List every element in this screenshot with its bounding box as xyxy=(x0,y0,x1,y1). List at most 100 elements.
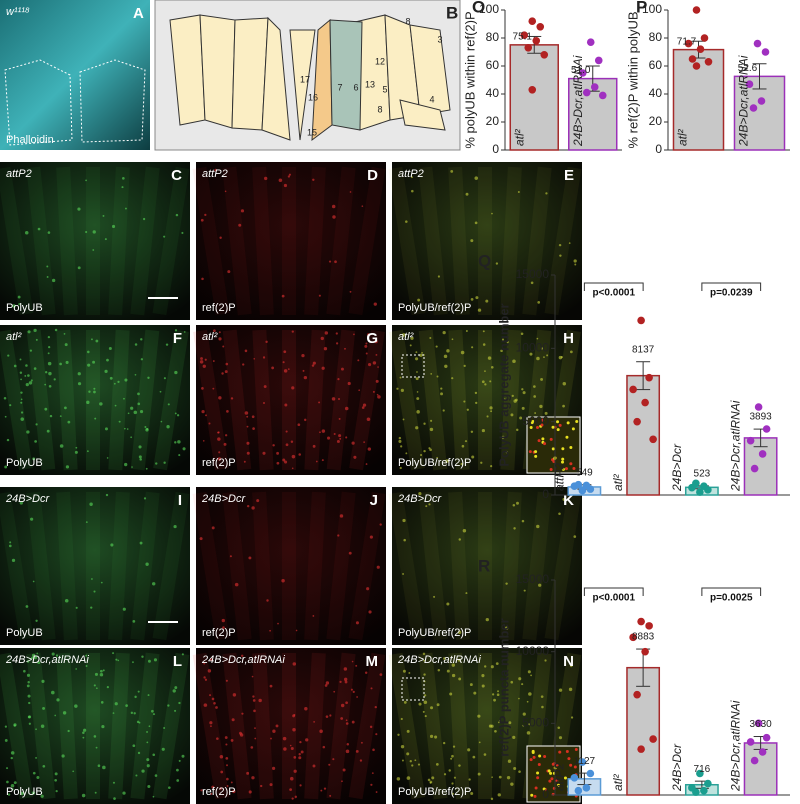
puncta xyxy=(546,354,549,357)
puncta xyxy=(54,714,57,717)
fiber xyxy=(304,166,326,316)
puncta xyxy=(10,756,13,760)
puncta xyxy=(299,784,302,787)
fiber xyxy=(522,166,552,316)
puncta xyxy=(562,382,567,386)
puncta xyxy=(181,231,184,234)
puncta xyxy=(490,665,494,669)
puncta xyxy=(437,669,441,672)
inset-puncta xyxy=(533,794,537,798)
puncta xyxy=(204,358,207,361)
puncta xyxy=(518,770,521,773)
puncta xyxy=(223,442,227,446)
puncta xyxy=(48,345,51,349)
puncta xyxy=(510,680,514,684)
puncta xyxy=(465,192,469,196)
puncta xyxy=(376,565,380,569)
puncta xyxy=(290,440,294,443)
fiber xyxy=(348,166,386,316)
puncta xyxy=(490,410,493,413)
puncta xyxy=(91,578,93,580)
puncta xyxy=(501,436,504,440)
puncta xyxy=(443,657,446,660)
puncta xyxy=(140,338,143,341)
puncta xyxy=(499,719,501,722)
fiber xyxy=(304,652,326,800)
puncta xyxy=(241,712,244,715)
puncta xyxy=(396,777,401,781)
puncta xyxy=(122,607,126,611)
puncta xyxy=(154,774,158,777)
puncta xyxy=(199,537,203,541)
inset-puncta xyxy=(528,450,532,454)
puncta xyxy=(95,687,98,690)
panel-genotype: atl² xyxy=(202,331,218,343)
puncta xyxy=(427,778,431,782)
panel-genotype: 24B>Dcr,atlRNAi xyxy=(5,654,89,666)
data-point xyxy=(692,479,700,488)
puncta xyxy=(345,436,348,439)
puncta xyxy=(526,700,529,703)
micrograph-panel: attP2 PolyUB C xyxy=(0,162,190,320)
y-tick-label: 80 xyxy=(486,30,500,44)
data-point xyxy=(684,39,693,48)
puncta xyxy=(304,418,307,422)
diagram-b: B 8 3 12 5 13 7 6 8 4 17 16 15 xyxy=(154,0,461,151)
data-point xyxy=(762,733,771,742)
puncta xyxy=(402,573,404,575)
inset-puncta xyxy=(529,426,533,430)
data-point xyxy=(758,450,767,458)
puncta xyxy=(533,385,536,388)
puncta xyxy=(332,215,336,219)
puncta xyxy=(397,733,400,736)
puncta xyxy=(329,794,332,797)
puncta xyxy=(232,789,236,794)
puncta xyxy=(518,697,520,700)
puncta xyxy=(290,746,294,750)
inset-box xyxy=(401,354,425,378)
data-point xyxy=(704,779,712,788)
puncta xyxy=(75,606,78,609)
panel-letter: C xyxy=(171,167,182,184)
puncta xyxy=(375,379,379,383)
data-point xyxy=(536,23,545,31)
puncta xyxy=(436,456,438,459)
puncta xyxy=(20,411,24,414)
puncta xyxy=(508,721,512,725)
fiber xyxy=(130,491,160,641)
puncta xyxy=(365,352,368,355)
puncta xyxy=(402,518,406,523)
puncta xyxy=(7,354,10,357)
puncta xyxy=(54,778,57,782)
puncta xyxy=(226,777,229,781)
puncta xyxy=(55,654,59,657)
puncta xyxy=(374,705,377,709)
puncta xyxy=(174,329,178,332)
puncta xyxy=(484,665,487,668)
inset-puncta xyxy=(561,467,565,471)
category-label: 24B>Dcr,atlRNAi xyxy=(729,400,743,492)
puncta xyxy=(75,668,78,670)
puncta xyxy=(503,398,506,401)
puncta xyxy=(37,661,41,665)
inset-puncta xyxy=(531,750,535,754)
puncta xyxy=(112,781,115,784)
puncta xyxy=(208,422,211,425)
puncta xyxy=(458,764,461,767)
puncta xyxy=(471,346,474,349)
micrograph-panel: 24B>Dcr,atlRNAi PolyUB L xyxy=(0,648,190,804)
data-point xyxy=(574,480,583,489)
puncta xyxy=(254,737,257,740)
puncta xyxy=(8,544,12,548)
inset-puncta xyxy=(536,425,540,429)
puncta xyxy=(417,298,421,302)
panel-letter: P xyxy=(636,0,647,16)
puncta xyxy=(35,423,38,426)
puncta xyxy=(74,704,78,708)
puncta xyxy=(34,440,37,443)
data-point xyxy=(745,80,754,88)
puncta xyxy=(168,786,171,789)
puncta xyxy=(227,270,231,274)
puncta xyxy=(143,497,147,500)
puncta xyxy=(482,343,486,346)
